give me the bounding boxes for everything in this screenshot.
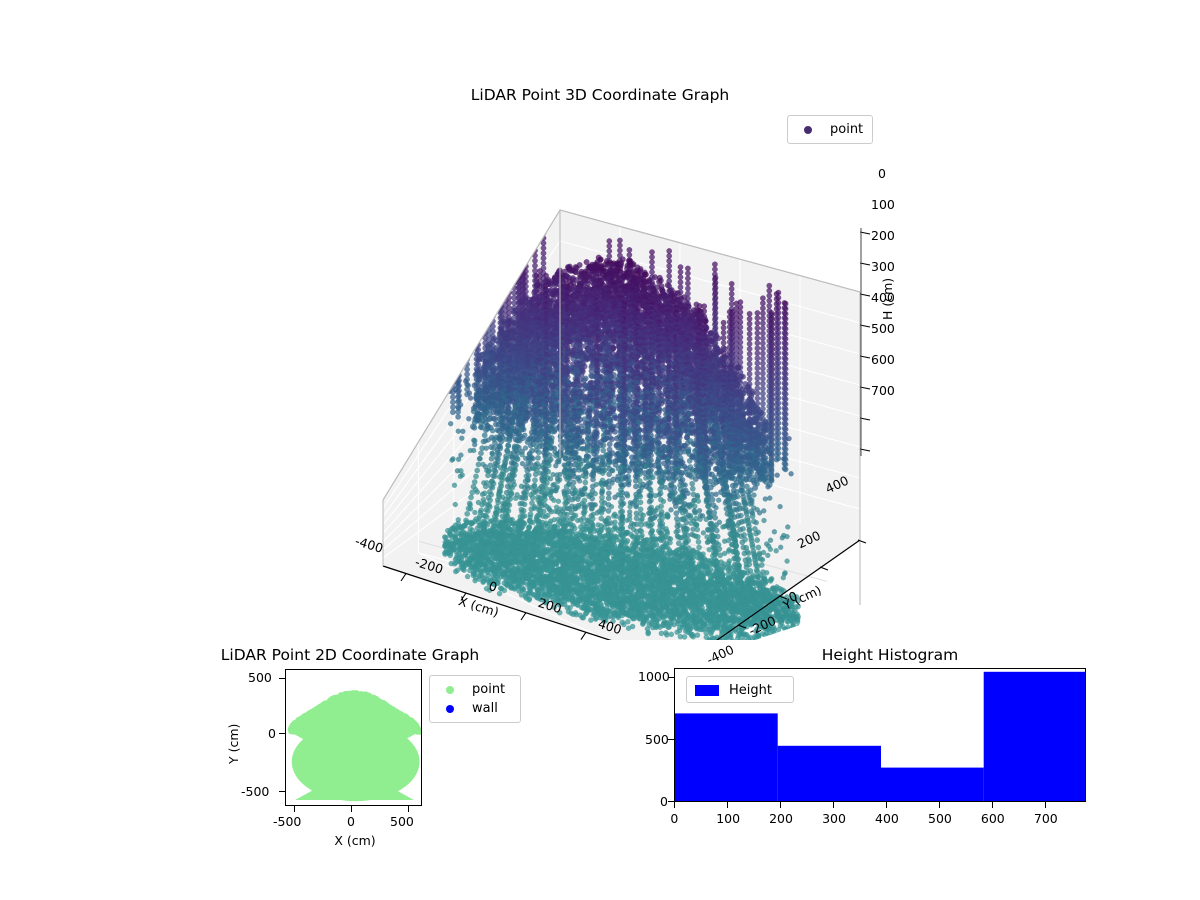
xh-label-500: 500	[928, 811, 952, 826]
xh-tick-500	[938, 802, 940, 808]
yh-label-1000: 1000	[638, 669, 670, 684]
y2d-axis-label: Y (cm)	[226, 723, 241, 764]
legend-entry-height: Height	[694, 681, 786, 700]
lidar-2d-point-blob	[287, 690, 421, 802]
z-axis-ticks	[859, 228, 871, 456]
y2d-label--500: -500	[241, 784, 270, 799]
xh-tick-0	[674, 802, 676, 808]
y2d-label-0: 0	[268, 726, 276, 741]
z-tick-700: 700	[871, 383, 895, 398]
z-tick-400: 400	[871, 290, 895, 305]
z-tick-0: 0	[878, 166, 886, 181]
y2d-label-500: 500	[248, 670, 272, 685]
z-tick-600: 600	[871, 352, 895, 367]
yh-tick-1000	[668, 676, 674, 678]
xh-label-600: 600	[980, 811, 1005, 826]
hist-bar	[881, 767, 984, 801]
height-histogram-title: Height Histogram	[821, 646, 959, 664]
legend-entry-point-2d: point	[437, 680, 513, 699]
x2d-axis-label: X (cm)	[334, 833, 376, 848]
legend-label-height: Height	[729, 683, 772, 698]
xh-label-300: 300	[822, 811, 846, 826]
hist-bar	[777, 745, 881, 801]
yh-label-500: 500	[645, 732, 669, 747]
z-tick-500: 500	[871, 321, 895, 336]
x2d-label--500: -500	[273, 814, 302, 829]
x2d-tick--500	[294, 806, 296, 812]
lidar-2d-canvas	[287, 690, 421, 802]
y2d-tick--500	[279, 791, 285, 793]
point-marker-icon	[437, 685, 463, 694]
height-patch-icon	[694, 685, 720, 696]
y2d-tick-500	[279, 677, 285, 679]
lidar-2d-axes[interactable]	[285, 669, 422, 806]
xh-label-700: 700	[1033, 811, 1058, 826]
y2d-tick-0	[279, 733, 285, 735]
point-marker-icon	[795, 125, 821, 134]
z-tick-200: 200	[871, 228, 895, 243]
x2d-tick-0	[351, 806, 353, 812]
legend-label-point-2d: point	[472, 682, 506, 697]
z-tick-100: 100	[871, 197, 895, 212]
wall-marker-icon	[437, 704, 463, 713]
xh-tick-300	[832, 802, 834, 808]
xh-tick-400	[885, 802, 887, 808]
hist-bar	[983, 671, 1085, 801]
xh-tick-200	[779, 802, 781, 808]
xh-label-200: 200	[769, 811, 793, 826]
yh-label-0: 0	[660, 794, 668, 809]
xh-label-100: 100	[716, 811, 741, 826]
legend-label-wall-2d: wall	[472, 701, 498, 716]
lidar-3d-canvas	[382, 209, 871, 665]
z-axis-label: H (cm)	[880, 277, 895, 320]
yh-tick-0	[668, 801, 674, 803]
yh-tick-500	[668, 739, 674, 741]
axes3d-box-edges	[382, 209, 861, 605]
height-histogram-axes[interactable]	[674, 668, 1086, 802]
z-tick-300: 300	[871, 259, 895, 274]
lidar-3d-title: LiDAR Point 3D Coordinate Graph	[470, 86, 730, 104]
xh-tick-700	[1044, 802, 1046, 808]
hist-bar	[675, 713, 778, 801]
legend-entry-wall-2d: wall	[437, 699, 513, 718]
x2d-label-500: 500	[390, 814, 414, 829]
x2d-label-0: 0	[347, 814, 355, 829]
x2d-tick-500	[408, 806, 410, 812]
xh-label-400: 400	[875, 811, 899, 826]
legend-entry-point: point	[795, 120, 865, 139]
height-histogram-legend[interactable]: Height	[686, 676, 794, 703]
lidar-3d-axes: LiDAR Point 3D Coordinate Graph point 0 …	[0, 60, 1200, 667]
lidar-2d-legend[interactable]: point wall	[429, 675, 521, 723]
xh-label-0: 0	[670, 811, 679, 826]
height-histogram-canvas	[675, 671, 1085, 801]
xh-tick-600	[991, 802, 993, 808]
lidar-2d-title: LiDAR Point 2D Coordinate Graph	[220, 646, 480, 664]
xh-tick-100	[727, 802, 729, 808]
lidar-3d-legend[interactable]: point	[787, 115, 873, 144]
legend-label-point: point	[830, 122, 864, 137]
